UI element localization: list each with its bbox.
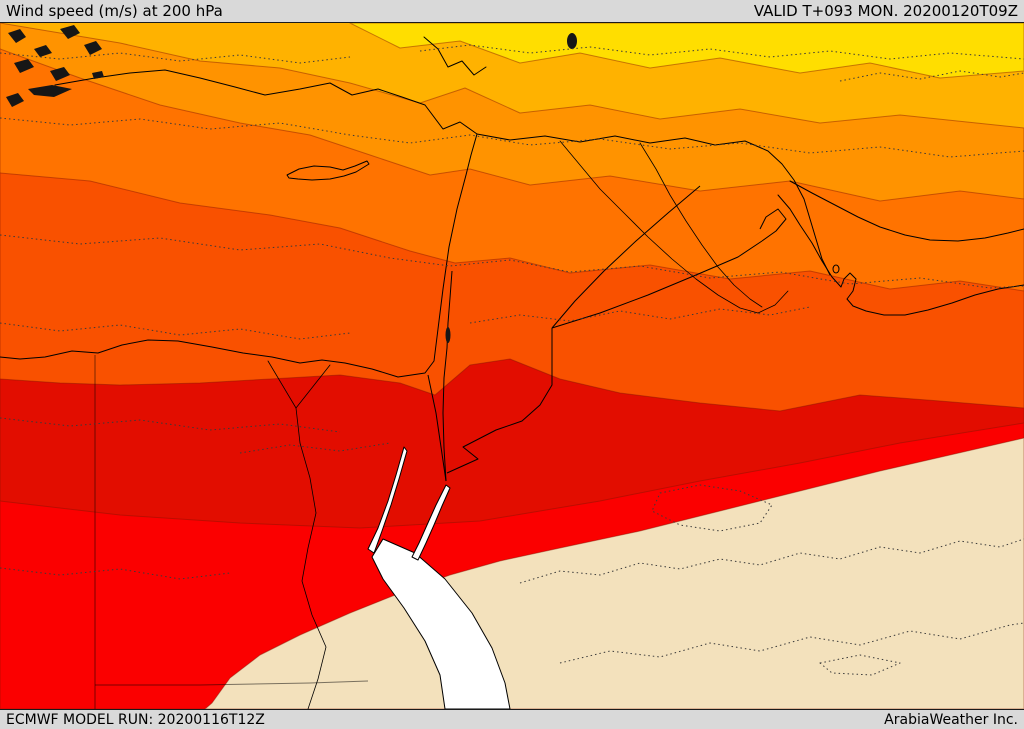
red-sea: [371, 538, 511, 709]
wind-speed-bands: [0, 23, 1024, 709]
valid-time-label: VALID T+093 MON. 20200120T09Z: [753, 2, 1018, 20]
island: [6, 93, 24, 107]
kuwait-border: [759, 208, 787, 242]
header-bar: Wind speed (m/s) at 200 hPa VALID T+093 …: [0, 0, 1024, 22]
cyprus-island: [286, 160, 370, 181]
dotted-boundary: [0, 234, 1024, 289]
mediterranean-coastline: [0, 69, 478, 378]
egypt-sudan-border: [95, 680, 369, 686]
island: [34, 45, 52, 57]
gulf-of-aqaba: [411, 484, 451, 561]
syria-iraq-border: [551, 185, 701, 329]
island: [14, 59, 34, 73]
island-rhodes: [92, 71, 104, 79]
rivers: [267, 140, 789, 709]
bahrain-island: [832, 264, 840, 274]
dotted-boundary: [469, 306, 811, 324]
turkey-syria-border: [476, 133, 795, 181]
dotted-boundary: [0, 117, 1024, 158]
band-yellow: [349, 23, 1024, 79]
island: [8, 29, 26, 43]
model-run-label: ECMWF MODEL RUN: 20200116T12Z: [6, 711, 265, 728]
egypt-israel-border: [427, 374, 447, 482]
dotted-boundary: [0, 52, 351, 64]
island: [84, 41, 102, 55]
jordan-saudi-border: [446, 328, 553, 474]
coastlines: [0, 36, 1024, 378]
dotted-boundary: [0, 417, 341, 433]
dotted-boundary: [0, 322, 351, 340]
map-area: [0, 22, 1024, 710]
euphrates-river: [559, 140, 789, 314]
tigris-river: [639, 142, 763, 308]
anatolia-coast-detail: [423, 36, 487, 76]
iraq-iran-border: [793, 179, 831, 276]
saudi-iraq-border: [551, 240, 763, 329]
nile-river: [295, 407, 327, 709]
dotted-boundary: [0, 567, 231, 580]
lakes: [445, 33, 577, 343]
island-crete: [28, 85, 72, 97]
weather-map: [0, 23, 1024, 709]
nile-delta: [267, 360, 331, 409]
persian-gulf-north-coast: [789, 180, 1024, 242]
footer-bar: ECMWF MODEL RUN: 20200116T12Z ArabiaWeat…: [0, 710, 1024, 729]
dotted-boundary: [839, 70, 1024, 82]
country-borders: [94, 133, 831, 709]
lake-tuz: [567, 33, 577, 49]
dotted-boundary: [419, 44, 1024, 60]
map-title: Wind speed (m/s) at 200 hPa: [6, 2, 223, 20]
island: [50, 67, 70, 81]
dotted-boundary: [651, 484, 773, 532]
admin-boundaries-dotted: [0, 44, 1024, 676]
aegean-islands: [6, 25, 104, 107]
dotted-boundary: [519, 538, 1024, 584]
dotted-boundary: [239, 442, 391, 454]
persian-gulf-south-coast: [777, 194, 1024, 316]
gulf-of-suez: [367, 446, 408, 554]
dead-sea: [445, 327, 451, 343]
island: [60, 25, 80, 39]
attribution-label: ArabiaWeather Inc.: [884, 711, 1018, 728]
jordan-valley-border: [442, 270, 453, 482]
